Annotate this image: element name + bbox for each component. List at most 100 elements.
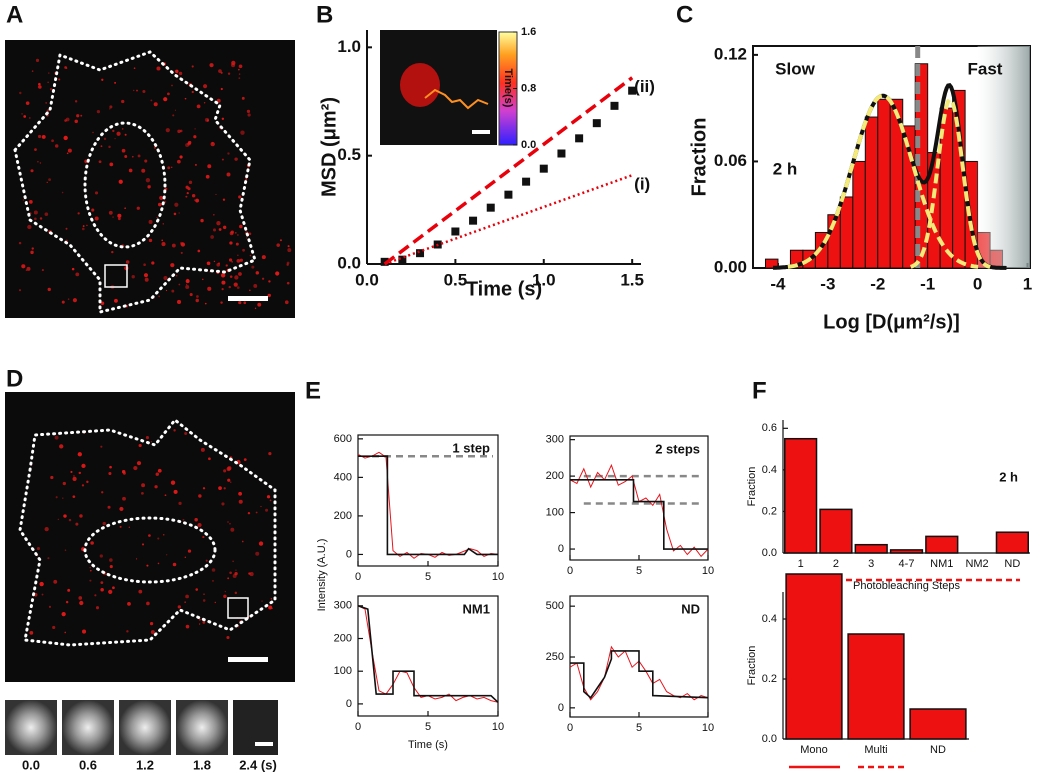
punctum (275, 271, 280, 276)
punctum (81, 484, 85, 487)
panel-label: E (305, 377, 321, 404)
punctum (18, 241, 22, 245)
punctum (29, 200, 33, 204)
punctum (239, 224, 243, 229)
punctum (91, 208, 95, 212)
punctum (157, 562, 160, 565)
punctum (221, 158, 224, 161)
punctum (266, 495, 271, 499)
punctum (157, 537, 160, 540)
punctum (153, 102, 158, 107)
x-tick-label: 0 (355, 571, 361, 583)
scale-bar (472, 130, 490, 134)
punctum (39, 581, 44, 587)
punctum (63, 514, 67, 518)
y-tick-label: 0.0 (762, 733, 777, 745)
punctum (154, 485, 158, 489)
trace (570, 479, 708, 550)
punctum (198, 618, 201, 621)
frame (5, 700, 57, 755)
bar (819, 508, 853, 554)
punctum (214, 601, 217, 604)
marker (469, 216, 478, 225)
punctum (18, 289, 22, 292)
punctum (184, 97, 187, 100)
punctum (229, 275, 233, 278)
punctum (100, 145, 103, 148)
punctum (175, 274, 178, 277)
punctum (54, 144, 59, 148)
punctum (186, 192, 189, 195)
punctum (77, 212, 80, 215)
punctum (178, 71, 183, 76)
punctum (202, 536, 205, 539)
punctum (235, 569, 237, 571)
time-label: 1.2 (136, 757, 154, 772)
punctum (41, 593, 44, 596)
punctum (237, 234, 239, 236)
punctum (233, 282, 238, 287)
punctum (231, 63, 236, 68)
punctum (229, 522, 231, 525)
punctum (111, 250, 114, 254)
punctum (284, 300, 289, 305)
punctum (142, 89, 146, 94)
chart-title: NM1 (463, 601, 490, 616)
punctum (191, 65, 194, 68)
punctum (198, 623, 201, 625)
punctum (223, 469, 227, 473)
punctum (61, 300, 65, 304)
punctum (230, 481, 232, 483)
punctum (136, 89, 138, 92)
punctum (222, 225, 227, 230)
image-series (5, 700, 278, 755)
punctum (165, 128, 170, 133)
punctum (50, 475, 54, 480)
punctum (73, 475, 75, 477)
punctum (189, 293, 193, 297)
punctum (171, 84, 173, 87)
punctum (41, 269, 44, 272)
punctum (286, 263, 289, 266)
punctum (109, 162, 114, 167)
punctum (61, 191, 64, 194)
punctum (185, 143, 190, 148)
punctum (234, 231, 237, 234)
marker (416, 249, 425, 258)
punctum (170, 263, 175, 268)
punctum (163, 275, 168, 281)
punctum (33, 210, 38, 215)
y-tick-label: 0.2 (762, 673, 777, 685)
marker (557, 149, 566, 158)
micrograph-d (5, 392, 295, 682)
colorbar-label: Time(s) (502, 69, 514, 108)
punctum (112, 586, 115, 590)
punctum (100, 581, 104, 585)
punctum (237, 254, 239, 256)
annotation: 2 h (999, 469, 1018, 484)
punctum (176, 299, 182, 304)
punctum (143, 273, 149, 278)
punctum (245, 237, 248, 239)
bar (877, 98, 891, 269)
time-label: 2.4 (s) (239, 757, 277, 772)
punctum (121, 148, 126, 153)
punctum (257, 302, 262, 307)
punctum (47, 557, 50, 560)
line-label: (ii) (634, 77, 655, 96)
punctum (200, 218, 204, 223)
punctum (170, 480, 176, 485)
punctum (78, 471, 82, 475)
punctum (232, 560, 234, 563)
punctum (172, 114, 175, 117)
y-tick-label: 0.00 (714, 257, 747, 276)
punctum (47, 287, 51, 292)
punctum (184, 556, 187, 559)
punctum (144, 159, 148, 163)
punctum (197, 522, 202, 528)
punctum (126, 630, 129, 633)
punctum (151, 261, 155, 265)
punctum (162, 223, 164, 225)
punctum (203, 593, 205, 595)
punctum (196, 104, 201, 109)
